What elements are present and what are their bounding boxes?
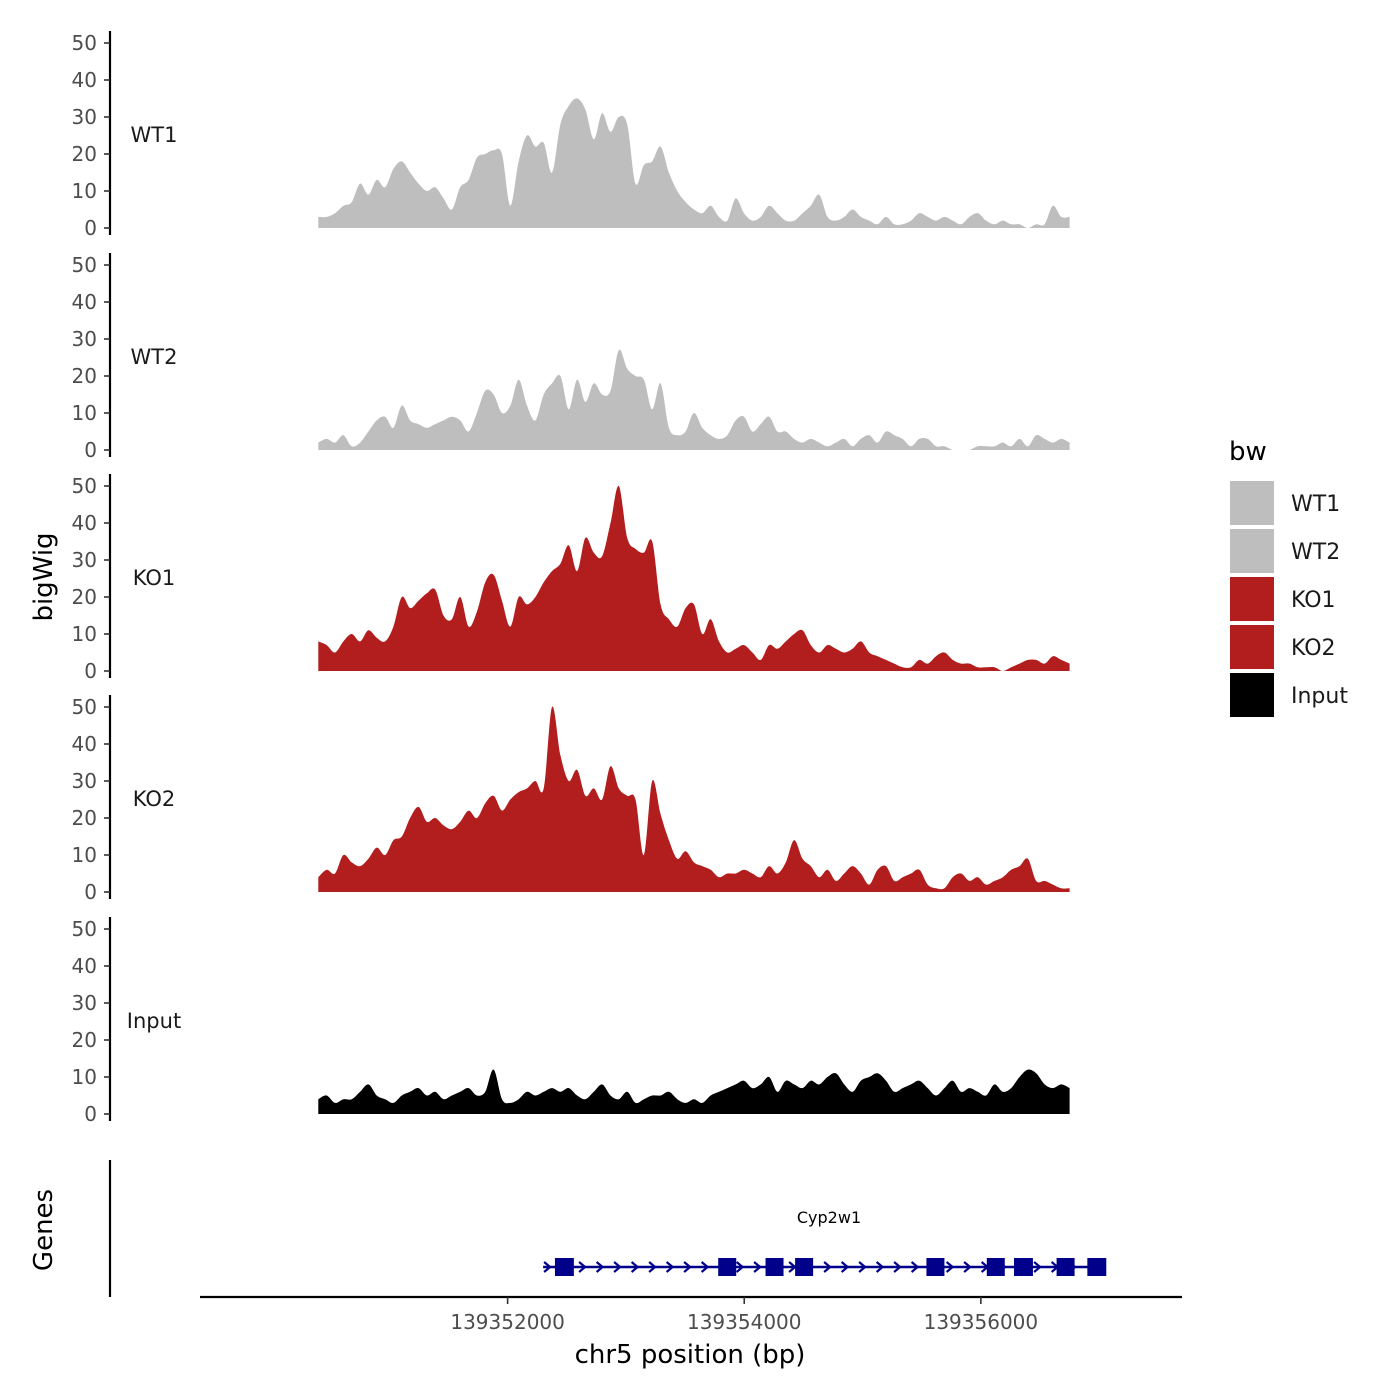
legend-title: bw	[1229, 437, 1267, 467]
y-tick-label-20: 20	[72, 364, 97, 388]
strand-arrow	[910, 1261, 920, 1273]
legend-label-wt2: WT2	[1291, 540, 1340, 565]
legend-label-input: Input	[1291, 684, 1348, 709]
y-tick-label-30: 30	[72, 548, 97, 572]
track-ko2: 0 10 20 30 40 50 KO2	[72, 695, 1070, 904]
y-tick-label-50: 50	[72, 253, 97, 277]
exon-3	[765, 1258, 784, 1276]
y-tick-label-10: 10	[72, 1065, 97, 1089]
x-tick-label-139352000: 139352000	[450, 1310, 565, 1334]
exon-1	[554, 1258, 574, 1276]
y-tick-label-40: 40	[72, 511, 97, 535]
track-ko1: 0 10 20 30 40 50 KO1	[72, 474, 1070, 683]
strand-arrow	[595, 1261, 605, 1273]
track-wt2: 0 10 20 30 40 50 WT2	[72, 253, 1070, 462]
y-tick-label-10: 10	[72, 843, 97, 867]
x-axis-title: chr5 position (bp)	[575, 1340, 806, 1370]
strand-arrow	[543, 1261, 552, 1273]
strand-arrow	[683, 1261, 692, 1273]
track-label-input: Input	[127, 1009, 181, 1033]
legend-key-input	[1228, 671, 1276, 719]
y-tick-label-30: 30	[72, 105, 97, 129]
strand-arrow	[578, 1261, 587, 1273]
strand-arrow	[893, 1261, 902, 1273]
x-tick-label-139356000: 139356000	[924, 1310, 1039, 1334]
y-tick-label-40: 40	[72, 68, 97, 92]
legend-key-wt2	[1228, 527, 1276, 575]
y-tick-label-50: 50	[72, 917, 97, 941]
gene-name-label: Cyp2w1	[797, 1208, 861, 1227]
strand-arrow	[613, 1261, 622, 1273]
strand-arrow	[665, 1261, 675, 1273]
y-tick-label-10: 10	[72, 401, 97, 425]
y-tick-label-0: 0	[84, 659, 97, 683]
exon-8	[1056, 1258, 1075, 1276]
exon-7	[1013, 1258, 1033, 1276]
y-tick-label-30: 30	[72, 327, 97, 351]
legend-key-ko2	[1228, 623, 1276, 671]
strand-arrow	[1033, 1261, 1042, 1273]
y-tick-label-10: 10	[72, 179, 97, 203]
track-label-ko1: KO1	[133, 566, 176, 590]
strand-arrow	[823, 1261, 832, 1273]
strand-arrow	[788, 1261, 797, 1273]
y-tick-label-40: 40	[72, 954, 97, 978]
strand-arrow	[648, 1261, 657, 1273]
y-tick-label-20: 20	[72, 585, 97, 609]
strand-arrow	[840, 1261, 850, 1273]
signal-tracks: 0 10 20 30 40 50 WT1 0 10 20 30 40 50 WT2 0 10 20 30 40 50 K…	[72, 31, 1070, 1126]
area-ko1	[318, 485, 1070, 671]
area-ko2	[318, 706, 1070, 892]
legend-label-wt1: WT1	[1291, 492, 1340, 517]
strand-arrow	[963, 1261, 972, 1273]
gene-track-title: Genes	[29, 1189, 59, 1271]
y-tick-label-50: 50	[72, 474, 97, 498]
strand-arrow	[858, 1261, 867, 1273]
track-label-wt2: WT2	[131, 345, 178, 369]
exon-9	[1087, 1258, 1107, 1276]
legend-key-ko1	[1228, 575, 1276, 623]
y-tick-label-30: 30	[72, 991, 97, 1015]
y-tick-label-20: 20	[72, 806, 97, 830]
x-tick-label-139354000: 139354000	[687, 1310, 802, 1334]
y-tick-label-10: 10	[72, 622, 97, 646]
y-tick-label-0: 0	[84, 216, 97, 240]
gene-track: Genes Cyp2w1	[29, 1160, 1107, 1297]
y-tick-label-20: 20	[72, 142, 97, 166]
track-input: 0 10 20 30 40 50 Input	[72, 917, 1070, 1126]
track-label-wt1: WT1	[131, 123, 178, 147]
track-label-ko2: KO2	[133, 787, 176, 811]
legend: bw WT1 WT2 KO1 KO2 Input	[1228, 437, 1348, 719]
y-tick-label-0: 0	[84, 438, 97, 462]
y-tick-label-0: 0	[84, 880, 97, 904]
strand-arrow	[735, 1261, 745, 1273]
strand-arrow	[875, 1261, 885, 1273]
exon-2	[718, 1258, 737, 1276]
strand-arrow	[945, 1261, 955, 1273]
y-tick-label-50: 50	[72, 695, 97, 719]
y-tick-label-40: 40	[72, 732, 97, 756]
y-axis-title: bigWig	[29, 532, 59, 621]
y-tick-label-30: 30	[72, 769, 97, 793]
strand-arrow	[700, 1261, 710, 1273]
track-wt1: 0 10 20 30 40 50 WT1	[72, 31, 1070, 240]
area-input	[318, 1069, 1070, 1114]
area-wt1	[318, 98, 1070, 229]
strand-arrow	[630, 1261, 640, 1273]
strand-arrow	[753, 1261, 762, 1273]
y-tick-label-50: 50	[72, 31, 97, 55]
legend-label-ko2: KO2	[1291, 636, 1336, 661]
y-tick-label-40: 40	[72, 290, 97, 314]
legend-key-wt1	[1228, 479, 1276, 527]
exon-5	[926, 1258, 945, 1276]
area-wt2	[318, 349, 1070, 450]
legend-label-ko1: KO1	[1291, 588, 1336, 613]
exon-4	[795, 1258, 814, 1276]
exon-6	[986, 1258, 1005, 1276]
x-axis: 139352000 139354000 139356000	[200, 1295, 1182, 1334]
y-tick-label-20: 20	[72, 1028, 97, 1052]
y-tick-label-0: 0	[84, 1102, 97, 1126]
